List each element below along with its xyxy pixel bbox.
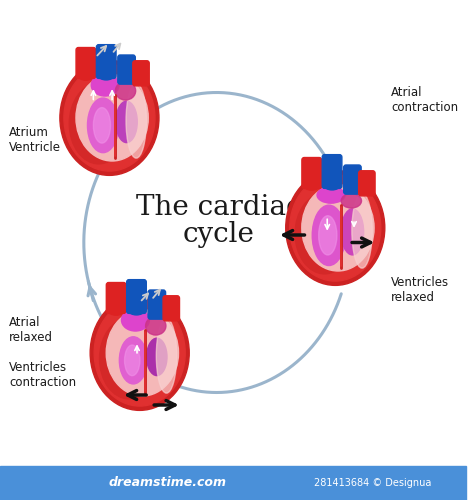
Text: Atrial
contraction: Atrial contraction (391, 86, 458, 114)
Ellipse shape (302, 184, 374, 271)
Ellipse shape (126, 84, 146, 158)
Ellipse shape (69, 84, 128, 164)
Ellipse shape (99, 72, 114, 80)
Ellipse shape (341, 209, 364, 255)
Ellipse shape (146, 338, 167, 376)
Ellipse shape (286, 170, 385, 285)
Ellipse shape (325, 182, 339, 190)
FancyBboxPatch shape (302, 158, 321, 188)
Text: Atrium
Ventricle: Atrium Ventricle (9, 126, 61, 154)
Ellipse shape (156, 318, 177, 393)
Ellipse shape (341, 194, 362, 208)
Text: dreamstime.com: dreamstime.com (109, 476, 227, 490)
Text: Ventricles
relaxed: Ventricles relaxed (391, 276, 449, 304)
Ellipse shape (64, 64, 155, 171)
FancyBboxPatch shape (133, 60, 149, 86)
FancyBboxPatch shape (344, 165, 361, 194)
Ellipse shape (319, 216, 337, 255)
FancyBboxPatch shape (322, 154, 342, 188)
Ellipse shape (126, 318, 174, 393)
Ellipse shape (76, 74, 148, 161)
FancyBboxPatch shape (76, 48, 96, 78)
Ellipse shape (100, 318, 158, 399)
Text: Ventricles
contraction: Ventricles contraction (9, 361, 76, 389)
Ellipse shape (312, 205, 346, 266)
Ellipse shape (119, 337, 147, 384)
FancyBboxPatch shape (359, 170, 375, 196)
Ellipse shape (60, 60, 159, 176)
Ellipse shape (295, 194, 354, 274)
FancyBboxPatch shape (163, 296, 180, 321)
Ellipse shape (146, 316, 166, 335)
Ellipse shape (96, 84, 144, 158)
Ellipse shape (116, 101, 137, 142)
Ellipse shape (106, 310, 179, 396)
Ellipse shape (115, 82, 136, 100)
FancyBboxPatch shape (148, 290, 165, 319)
Ellipse shape (322, 194, 370, 268)
Ellipse shape (91, 74, 119, 96)
Ellipse shape (317, 187, 345, 203)
Ellipse shape (109, 306, 124, 315)
Ellipse shape (290, 174, 381, 281)
Ellipse shape (90, 296, 189, 410)
FancyBboxPatch shape (106, 282, 126, 314)
FancyBboxPatch shape (118, 55, 135, 84)
Text: Atrial
relaxed: Atrial relaxed (9, 316, 53, 344)
Bar (0, 466, 465, 500)
Text: 281413684 © Designua: 281413684 © Designua (314, 478, 431, 488)
Ellipse shape (94, 300, 185, 406)
Text: cycle: cycle (183, 222, 255, 248)
Text: The cardiac: The cardiac (136, 194, 301, 221)
Ellipse shape (304, 182, 319, 190)
FancyBboxPatch shape (96, 44, 116, 78)
Ellipse shape (93, 108, 110, 143)
Ellipse shape (352, 194, 372, 268)
Ellipse shape (129, 307, 144, 315)
Ellipse shape (121, 309, 149, 331)
Ellipse shape (125, 345, 140, 376)
Ellipse shape (78, 72, 93, 80)
FancyBboxPatch shape (127, 280, 146, 314)
Ellipse shape (88, 98, 118, 152)
